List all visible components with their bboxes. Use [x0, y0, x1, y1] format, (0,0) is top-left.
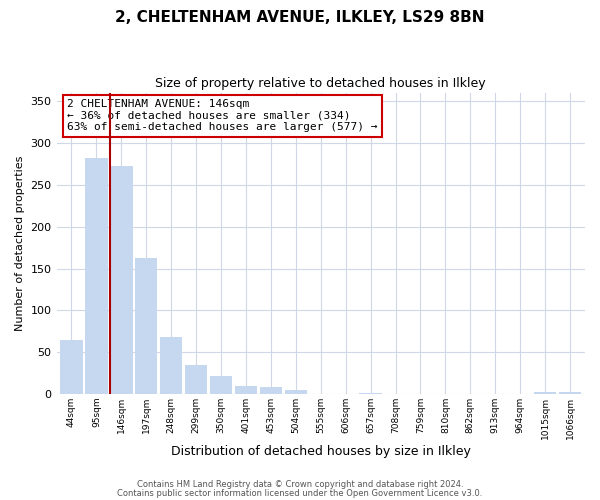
- Text: 2, CHELTENHAM AVENUE, ILKLEY, LS29 8BN: 2, CHELTENHAM AVENUE, ILKLEY, LS29 8BN: [115, 10, 485, 25]
- Bar: [160, 337, 182, 394]
- Bar: [185, 365, 208, 394]
- X-axis label: Distribution of detached houses by size in Ilkley: Distribution of detached houses by size …: [171, 444, 471, 458]
- Bar: [210, 376, 232, 394]
- Bar: [359, 393, 382, 394]
- Bar: [110, 166, 133, 394]
- Bar: [235, 386, 257, 394]
- Text: Contains HM Land Registry data © Crown copyright and database right 2024.: Contains HM Land Registry data © Crown c…: [137, 480, 463, 489]
- Bar: [284, 390, 307, 394]
- Text: 2 CHELTENHAM AVENUE: 146sqm
← 36% of detached houses are smaller (334)
63% of se: 2 CHELTENHAM AVENUE: 146sqm ← 36% of det…: [67, 99, 377, 132]
- Title: Size of property relative to detached houses in Ilkley: Size of property relative to detached ho…: [155, 78, 486, 90]
- Bar: [559, 392, 581, 394]
- Bar: [260, 388, 282, 394]
- Text: Contains public sector information licensed under the Open Government Licence v3: Contains public sector information licen…: [118, 489, 482, 498]
- Bar: [60, 340, 83, 394]
- Bar: [135, 258, 157, 394]
- Bar: [534, 392, 556, 394]
- Y-axis label: Number of detached properties: Number of detached properties: [15, 156, 25, 331]
- Bar: [85, 158, 107, 394]
